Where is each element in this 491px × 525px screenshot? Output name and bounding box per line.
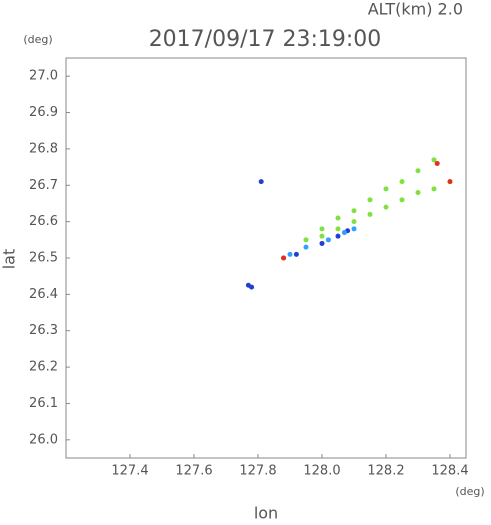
- echo-point: [351, 226, 357, 232]
- echo-point: [447, 179, 453, 185]
- x-unit: (deg): [455, 485, 484, 498]
- echo-point: [367, 197, 373, 203]
- echo-point: [303, 244, 309, 250]
- y-unit: (deg): [23, 33, 52, 46]
- echo-point: [258, 179, 264, 185]
- plot-frame: [65, 57, 467, 459]
- echo-point: [351, 219, 357, 225]
- x-axis-label: lon: [254, 504, 278, 522]
- echo-point: [319, 240, 325, 246]
- echo-point: [399, 179, 405, 185]
- x-tick-label: 127.6: [175, 464, 212, 479]
- echo-point: [415, 168, 421, 174]
- y-tick-label: 26.3: [29, 323, 58, 338]
- x-tick-label: 128.4: [431, 464, 468, 479]
- echo-point: [335, 226, 341, 232]
- y-tick-label: 26.4: [29, 287, 58, 302]
- echo-point: [341, 230, 347, 236]
- x-tick-label: 127.4: [111, 464, 148, 479]
- y-axis-label: lat: [0, 249, 19, 270]
- echo-point: [367, 211, 373, 217]
- echo-point: [249, 284, 255, 290]
- echo-point: [319, 233, 325, 239]
- x-tick-label: 128.2: [367, 464, 404, 479]
- altitude-label: ALT(km) 2.0: [368, 0, 463, 19]
- y-tick-label: 26.5: [29, 251, 58, 266]
- echo-point: [293, 251, 299, 257]
- y-tick-label: 27.0: [29, 69, 58, 84]
- y-tick-label: 26.2: [29, 360, 58, 375]
- y-tick-label: 26.1: [29, 396, 58, 411]
- echo-point: [383, 204, 389, 210]
- echo-point: [319, 226, 325, 232]
- y-tick-label: 26.9: [29, 105, 58, 120]
- y-tick-label: 26.7: [29, 178, 58, 193]
- echo-point: [335, 233, 341, 239]
- echo-point: [287, 251, 293, 257]
- echo-point: [431, 186, 437, 192]
- y-tick-label: 26.0: [29, 432, 58, 447]
- echo-point: [303, 237, 309, 243]
- x-tick-label: 128.0: [303, 464, 340, 479]
- echo-point: [335, 215, 341, 221]
- echo-point: [325, 237, 331, 243]
- y-tick-label: 26.8: [29, 141, 58, 156]
- echo-point: [383, 186, 389, 192]
- echo-point: [431, 157, 437, 163]
- echo-point: [399, 197, 405, 203]
- echo-point: [281, 255, 287, 261]
- x-tick-label: 127.8: [239, 464, 276, 479]
- y-tick-label: 26.6: [29, 214, 58, 229]
- echo-point: [351, 208, 357, 214]
- echo-point: [415, 190, 421, 196]
- chart-title: 2017/09/17 23:19:00: [149, 27, 382, 52]
- echo-point: [434, 160, 440, 166]
